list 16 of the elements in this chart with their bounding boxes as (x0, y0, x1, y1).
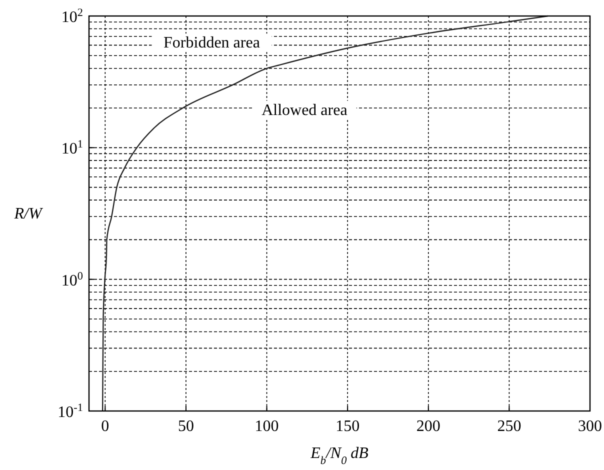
x-tick-label: 250 (497, 418, 522, 435)
x-tick-label: 150 (336, 418, 360, 435)
y-tick-label: 10$^{0}$ (61, 270, 84, 290)
x-tick-label: 300 (578, 418, 602, 435)
line-series (102, 15, 549, 412)
x-tick-label: 0 (101, 418, 110, 435)
annotation: Allowed area (262, 102, 348, 119)
x-tick-label: 50 (178, 418, 194, 435)
x-axis-title: E$_{b}$/N$_{0}$ dB (310, 445, 369, 467)
y-tick-label: 10$^{2}$ (61, 7, 83, 26)
y-axis-title: R/W (13, 206, 44, 222)
annotation: Forbidden area (164, 34, 260, 52)
x-tick-label: 100 (254, 418, 279, 435)
y-tick-label: 10$^{1}$ (61, 138, 83, 158)
y-tick-label: 10$^{-1}$ (58, 402, 83, 421)
x-tick-label: 200 (416, 418, 440, 435)
